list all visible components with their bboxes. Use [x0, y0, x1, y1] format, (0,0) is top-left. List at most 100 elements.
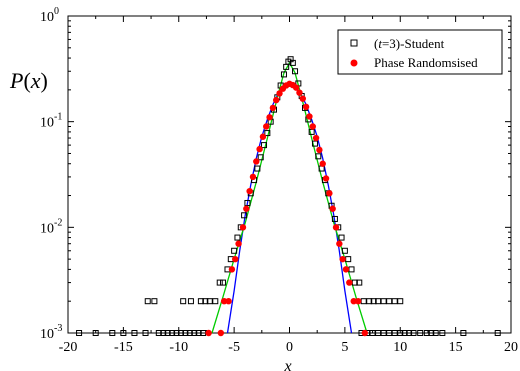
data-point-phase — [339, 255, 346, 263]
data-point-student — [186, 330, 193, 336]
data-point-phase — [292, 84, 300, 91]
legend-marker-square — [350, 39, 358, 47]
data-point-phase — [205, 329, 212, 337]
data-point-phase — [273, 96, 280, 104]
data-point-student — [241, 212, 248, 219]
x-tick-label: 20 — [504, 340, 518, 355]
data-point-phase — [309, 123, 316, 130]
data-point-phase — [232, 255, 239, 263]
data-point-student — [131, 330, 138, 336]
data-point-phase — [316, 146, 323, 154]
data-point-phase — [302, 103, 310, 111]
data-point-student — [142, 330, 149, 336]
data-point-phase — [253, 158, 260, 165]
data-point-student — [406, 330, 413, 336]
data-point-student — [423, 330, 430, 336]
data-point-student — [109, 330, 116, 336]
data-point-phase — [361, 329, 369, 337]
data-point-phase — [346, 279, 353, 286]
data-point-student — [187, 298, 194, 305]
y-axis: 100 10-1 10-2 10-3 — [40, 6, 511, 342]
data-point-student — [206, 298, 213, 305]
legend-marker-circle — [350, 59, 358, 67]
data-point-student — [397, 330, 404, 336]
data-point-student — [375, 298, 382, 305]
data-point-student — [169, 330, 176, 336]
data-point-phase — [336, 240, 343, 247]
data-point-student — [331, 215, 338, 222]
data-point-student — [280, 71, 287, 78]
x-tick-label: 15 — [449, 340, 463, 355]
data-point-student — [397, 298, 404, 305]
data-point-phase — [342, 266, 350, 273]
data-point-student — [202, 298, 209, 305]
data-point-phase — [239, 224, 247, 231]
data-point-student — [386, 298, 393, 305]
data-point-student — [76, 330, 83, 336]
data-point-phase — [256, 145, 263, 153]
data-point-student — [144, 298, 151, 305]
data-point-student — [370, 298, 377, 305]
y-tick-label: 10-1 — [40, 112, 62, 131]
data-point-phase — [220, 297, 228, 305]
data-point-student — [264, 130, 271, 137]
x-tick-label: -5 — [228, 340, 240, 355]
data-point-phase — [354, 297, 362, 305]
data-point-student — [401, 330, 408, 336]
data-point-student — [151, 298, 158, 305]
data-point-phase — [249, 173, 257, 181]
data-point-student — [177, 330, 184, 336]
data-point-student — [155, 330, 162, 336]
series-student — [76, 56, 501, 336]
data-point-student — [173, 330, 180, 336]
data-point-student — [432, 330, 439, 336]
x-tick-label: -20 — [59, 340, 78, 355]
data-point-phase — [329, 205, 336, 212]
x-tick-label: 10 — [393, 340, 407, 355]
data-point-student — [182, 330, 189, 336]
data-point-student — [261, 142, 268, 149]
data-point-phase — [306, 113, 313, 120]
x-axis: -20 -15 -10 -5 0 5 10 15 20 — [59, 16, 518, 355]
data-point-phase — [263, 123, 270, 130]
data-point-student — [380, 298, 387, 305]
x-axis-label: x — [283, 358, 291, 371]
data-point-student — [212, 298, 219, 305]
data-point-student — [257, 154, 264, 161]
data-point-student — [366, 298, 373, 305]
data-point-student — [120, 330, 127, 336]
y-axis-label: P(x) — [9, 68, 48, 93]
legend: (t=3)-Student Phase Randomsised — [337, 29, 503, 75]
y-tick-label: 100 — [40, 6, 59, 25]
legend-label-phase: Phase Randomsised — [374, 55, 478, 70]
data-point-student — [220, 279, 227, 286]
x-tick-label: 5 — [341, 340, 348, 355]
data-point-student — [231, 247, 238, 254]
data-point-phase — [322, 175, 330, 182]
data-point-student — [380, 330, 387, 336]
data-point-student — [386, 330, 393, 336]
x-tick-label: 0 — [286, 340, 293, 355]
data-point-student — [311, 140, 318, 147]
data-point-phase — [243, 205, 250, 212]
legend-box — [337, 29, 503, 75]
y-tick-label: 10-2 — [40, 217, 62, 236]
data-point-phase — [225, 297, 232, 305]
data-point-student — [197, 298, 204, 305]
data-point-student — [289, 59, 296, 66]
data-point-student — [254, 165, 261, 172]
data-point-phase — [266, 114, 273, 121]
data-point-student — [292, 68, 299, 75]
data-point-student — [417, 330, 424, 336]
data-point-student — [180, 298, 187, 305]
x-tick-label: -10 — [169, 340, 188, 355]
data-point-student — [439, 330, 446, 336]
student-fit-line — [211, 61, 368, 334]
data-point-student — [164, 330, 171, 336]
data-point-phase — [326, 190, 333, 197]
data-point-phase — [217, 329, 225, 337]
data-point-student — [216, 279, 223, 286]
data-point-student — [191, 330, 198, 336]
data-point-phase — [228, 266, 236, 273]
